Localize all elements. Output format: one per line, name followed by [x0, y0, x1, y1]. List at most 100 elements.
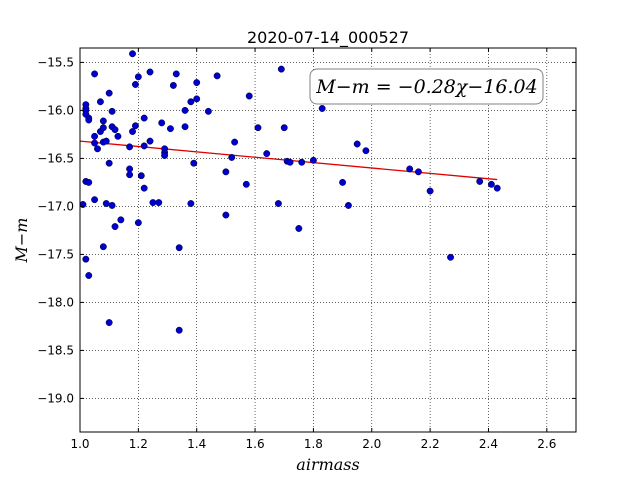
data-point [131, 122, 139, 130]
data-point [286, 158, 294, 166]
data-point [129, 50, 136, 58]
x-tick-label: 2.4 [479, 437, 498, 451]
data-point [318, 105, 326, 112]
data-point [114, 132, 122, 140]
data-point [140, 184, 148, 192]
x-tick-label: 1.8 [304, 437, 323, 451]
data-point [82, 255, 90, 263]
data-points [79, 50, 501, 334]
x-tick-label: 1.2 [129, 437, 148, 451]
data-point [96, 98, 104, 106]
y-axis-label: M−m [12, 218, 31, 264]
data-point [263, 150, 271, 158]
data-point [161, 152, 169, 159]
y-tick-label: −18.5 [37, 343, 74, 357]
data-point [298, 158, 306, 166]
annotation-box: M−m = −0.28χ−16.04 [309, 68, 544, 105]
data-point [85, 116, 93, 124]
data-point [140, 114, 148, 122]
x-axis-label: airmass [296, 455, 359, 474]
data-point [102, 137, 110, 145]
y-tick-label: −16.0 [37, 103, 74, 117]
data-point [175, 244, 183, 252]
data-point [204, 107, 212, 115]
data-point [149, 199, 157, 207]
chart-title: 2020-07-14_000527 [247, 28, 409, 48]
grid [79, 48, 576, 432]
data-point [146, 68, 154, 76]
data-point [134, 73, 142, 81]
data-point [102, 200, 110, 207]
data-point [85, 272, 93, 279]
data-point [426, 187, 434, 195]
data-point [108, 201, 116, 209]
x-tick-label: 2.6 [537, 437, 556, 451]
data-point [155, 199, 163, 207]
data-point [493, 184, 501, 192]
data-point [406, 165, 414, 173]
data-point [280, 124, 288, 132]
data-point [172, 70, 180, 78]
data-point [175, 326, 183, 334]
data-point [245, 92, 253, 100]
data-point [487, 180, 495, 188]
data-point [476, 177, 484, 185]
data-point [137, 172, 145, 180]
data-point [105, 319, 113, 327]
x-tick-label: 2.0 [362, 437, 381, 451]
y-tick-label: −16.5 [37, 151, 74, 165]
data-point [126, 165, 134, 173]
data-point [91, 132, 99, 140]
fit-equation: M−m = −0.28χ−16.04 [315, 76, 537, 98]
x-tick-label: 1.0 [70, 437, 89, 451]
y-tick-label: −17.0 [37, 199, 74, 213]
data-point [190, 159, 198, 167]
data-point [187, 98, 195, 106]
x-tick-label: 1.4 [187, 437, 206, 451]
data-point [158, 119, 166, 127]
data-point [414, 168, 422, 176]
y-tick-label: −18.0 [37, 295, 74, 309]
x-tick-label: 1.6 [246, 437, 265, 451]
data-point [222, 211, 230, 219]
data-point [99, 243, 107, 251]
data-point [222, 168, 230, 176]
data-point [108, 107, 116, 115]
data-point [193, 79, 201, 87]
y-tick-label: −19.0 [37, 391, 74, 405]
data-point [105, 159, 113, 167]
data-point [242, 180, 250, 188]
data-point [111, 126, 119, 134]
data-point [146, 137, 154, 145]
data-point [295, 225, 303, 232]
data-point [277, 65, 285, 73]
data-point [91, 70, 99, 78]
data-point [126, 171, 134, 179]
data-point [129, 128, 136, 135]
data-point [447, 253, 454, 261]
data-point [99, 124, 107, 132]
data-point [181, 123, 189, 131]
data-point [193, 95, 201, 103]
data-point [111, 223, 119, 231]
data-point [344, 201, 352, 209]
data-point [231, 138, 239, 146]
data-point [228, 153, 236, 161]
data-point [181, 106, 189, 114]
y-tick-label: −17.5 [37, 247, 74, 261]
data-point [126, 143, 134, 151]
data-point [254, 124, 262, 132]
data-point [274, 200, 282, 207]
x-tick-label: 2.2 [421, 437, 440, 451]
data-point [213, 72, 221, 80]
data-point [187, 200, 195, 207]
data-point [91, 139, 99, 147]
data-point [91, 196, 99, 204]
plot-frame [79, 47, 577, 433]
data-point [131, 81, 139, 88]
data-point [117, 216, 125, 224]
data-point [140, 142, 148, 150]
data-point [339, 178, 347, 186]
ticks: 1.0 1.2 1.4 1.6 1.8 2.0 2.2 2.4 2.6 −15.5 −16.0 −16… [37, 48, 576, 451]
